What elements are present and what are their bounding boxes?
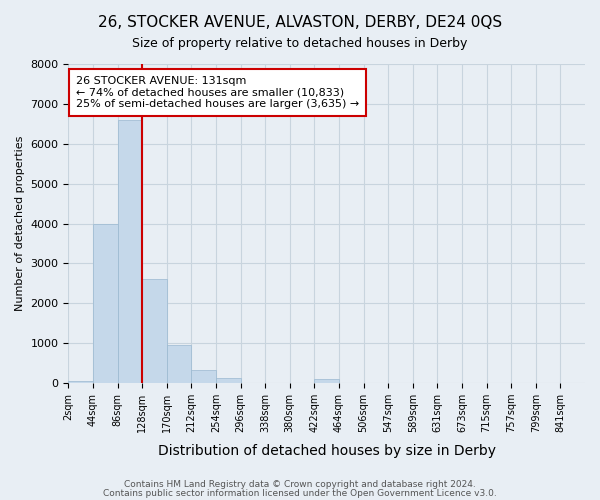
Bar: [68, 381, 93, 383]
Bar: [142, 280, 167, 383]
Text: Size of property relative to detached houses in Derby: Size of property relative to detached ho…: [133, 38, 467, 51]
Bar: [93, 224, 118, 383]
Text: 26 STOCKER AVENUE: 131sqm
← 74% of detached houses are smaller (10,833)
25% of s: 26 STOCKER AVENUE: 131sqm ← 74% of detac…: [76, 76, 359, 109]
Bar: [191, 370, 216, 383]
Bar: [118, 120, 142, 383]
Text: 26, STOCKER AVENUE, ALVASTON, DERBY, DE24 0QS: 26, STOCKER AVENUE, ALVASTON, DERBY, DE2…: [98, 15, 502, 30]
Y-axis label: Number of detached properties: Number of detached properties: [15, 136, 25, 312]
Text: Contains public sector information licensed under the Open Government Licence v3: Contains public sector information licen…: [103, 488, 497, 498]
Text: Contains HM Land Registry data © Crown copyright and database right 2024.: Contains HM Land Registry data © Crown c…: [124, 480, 476, 489]
Bar: [314, 379, 339, 383]
X-axis label: Distribution of detached houses by size in Derby: Distribution of detached houses by size …: [158, 444, 496, 458]
Bar: [167, 346, 191, 383]
Bar: [216, 378, 241, 383]
